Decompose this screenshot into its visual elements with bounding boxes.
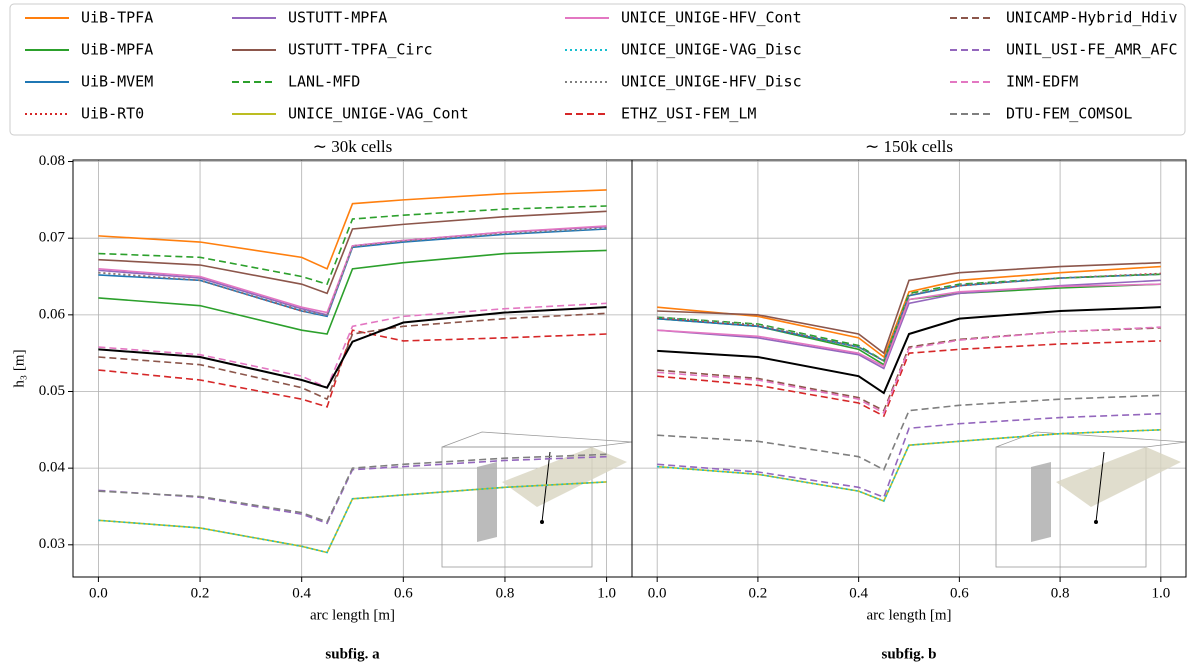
series-line [657,265,1161,359]
inset-sketch [441,431,633,568]
plot-frame [631,159,1187,578]
legend-label: UNICE_UNIGE-HFV_Disc [621,73,802,91]
series-line [657,394,1161,471]
x-tick-label: 0.8 [496,585,515,601]
legend-label: UNICE_UNIGE-VAG_Disc [621,41,802,59]
series-line [98,205,607,286]
x-axis-label: arc length [m] [310,607,395,623]
legend-label: USTUTT-TPFA_Circ [288,41,433,59]
x-tick-label: 0.0 [89,585,108,601]
series-line [657,412,1161,499]
x-tick-label: 0.2 [749,585,768,601]
y-tick-label: 0.06 [39,306,66,322]
series-line [657,326,1161,415]
series-line [657,273,1161,363]
x-tick-label: 0.8 [1051,585,1070,601]
x-tick-label: 0.6 [950,585,969,601]
subfig-caption: subfig. b [881,646,936,662]
series-line [657,261,1161,355]
subplot-title: ∼ 150k cells [865,137,953,156]
y-tick-label: 0.05 [39,383,65,399]
legend-label: UNICE_UNIGE-VAG_Cont [288,105,469,123]
legend-label: UNIL_USI-FE_AMR_AFC [1006,41,1178,59]
series-line [98,189,607,270]
series-line [657,340,1161,418]
series-line [98,306,607,389]
subfig-caption: subfig. a [325,646,380,662]
x-tick-label: 0.6 [394,585,413,601]
inset-point [1094,520,1098,524]
inset-fracture [477,462,497,542]
series-line [98,227,607,317]
legend-label: UiB-TPFA [81,9,153,27]
inset-plane [502,447,627,507]
inset-plane [1056,447,1181,507]
x-tick-label: 1.0 [597,585,616,601]
y-tick-label: 0.03 [39,536,65,552]
x-axis-label: arc length [m] [867,607,952,623]
x-tick-label: 0.0 [648,585,667,601]
y-tick-label: 0.07 [39,230,66,246]
legend-label: LANL-MFD [288,73,360,91]
series-line [98,481,607,554]
legend-label: UNICAMP-Hybrid_Hdiv [1006,9,1178,27]
legend-box [9,3,1186,136]
x-tick-label: 0.4 [292,585,311,601]
legend-label: INM-EDFM [1006,73,1078,91]
inset-box-top [441,431,633,448]
x-tick-label: 1.0 [1151,585,1170,601]
inset-point [540,520,544,524]
legend-label: UNICE_UNIGE-HFV_Cont [621,9,802,27]
legend-label: ETHZ_USI-FEM_LM [621,105,756,123]
legend-label: UiB-MVEM [81,73,153,91]
subplot-title: ∼ 30k cells [313,137,392,156]
inset-arrow [1095,451,1105,523]
series-line [98,225,607,314]
plot-frame [72,159,633,578]
series-line [98,249,607,335]
y-tick-label: 0.04 [39,460,66,476]
series-line [657,429,1161,503]
inset-arrow [541,451,551,523]
legend-label: USTUTT-MPFA [288,9,387,27]
legend-label: UiB-RT0 [81,105,144,123]
inset-box-top [995,431,1187,448]
series-line [98,210,607,295]
inset-sketch [995,431,1187,568]
legend-label: DTU-FEM_COMSOL [1006,105,1132,123]
y-tick-label: 0.08 [39,153,65,169]
series-line [657,283,1161,368]
series-line [657,306,1161,395]
series-line [657,327,1161,412]
inset-fracture [1031,462,1051,542]
y-axis-label: h₃ [m] [11,349,27,387]
series-line [98,302,607,389]
x-tick-label: 0.4 [849,585,868,601]
x-tick-label: 0.2 [191,585,210,601]
legend-label: UiB-MPFA [81,41,153,59]
